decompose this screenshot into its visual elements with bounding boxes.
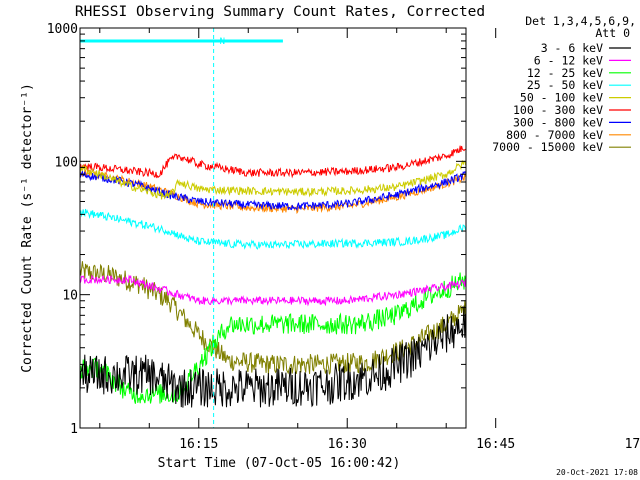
series-line-8 <box>80 169 466 215</box>
series-line-9 <box>80 261 466 375</box>
series-line-1 <box>80 305 466 408</box>
x-tick-label: 16:45 <box>476 437 515 452</box>
flag-label: N <box>220 37 225 47</box>
legend-label: 3 - 6 keV <box>541 41 603 55</box>
plot-frame <box>79 27 467 429</box>
y-tick-label: 10 <box>62 289 78 304</box>
legend-label: 12 - 25 keV <box>527 66 603 80</box>
series-line-6 <box>80 145 466 179</box>
render-timestamp: 20-Oct-2021 17:08 <box>556 468 638 477</box>
plot-area: N <box>80 28 466 428</box>
legend-label: 300 - 800 keV <box>513 115 603 129</box>
legend-label: 800 - 7000 keV <box>506 128 603 142</box>
x-axis-label: Start Time (07-Oct-05 16:00:42) <box>158 456 401 471</box>
y-axis-label: Corrected Count Rate (s⁻¹ detector⁻¹) <box>20 83 35 373</box>
x-tick-label: 17:00 <box>625 437 640 452</box>
y-tick-label: 1000 <box>47 22 78 37</box>
y-tick-label: 1 <box>70 422 78 437</box>
chart-title: RHESSI Observing Summary Count Rates, Co… <box>75 4 485 20</box>
legend-label: 7000 - 15000 keV <box>492 140 603 154</box>
legend-label: 50 - 100 keV <box>520 91 603 105</box>
legend-label: 6 - 12 keV <box>534 53 603 67</box>
series-line-4 <box>80 208 466 250</box>
series-line-5 <box>80 158 466 200</box>
x-tick-label: 16:30 <box>328 437 367 452</box>
legend-header-line-1: Det 1,3,4,5,6,9, <box>525 14 636 28</box>
y-tick-label: 100 <box>55 155 78 170</box>
series-line-7 <box>80 169 466 212</box>
series-line-2 <box>80 274 466 307</box>
legend-label: 100 - 300 keV <box>513 103 603 117</box>
series-line-3 <box>80 272 466 404</box>
legend-label: 25 - 50 keV <box>527 78 603 92</box>
x-tick-label: 16:15 <box>179 437 218 452</box>
y-axis: 1 10 100 1000 <box>47 22 466 437</box>
legend-header-line-2: Att 0 <box>595 26 630 40</box>
